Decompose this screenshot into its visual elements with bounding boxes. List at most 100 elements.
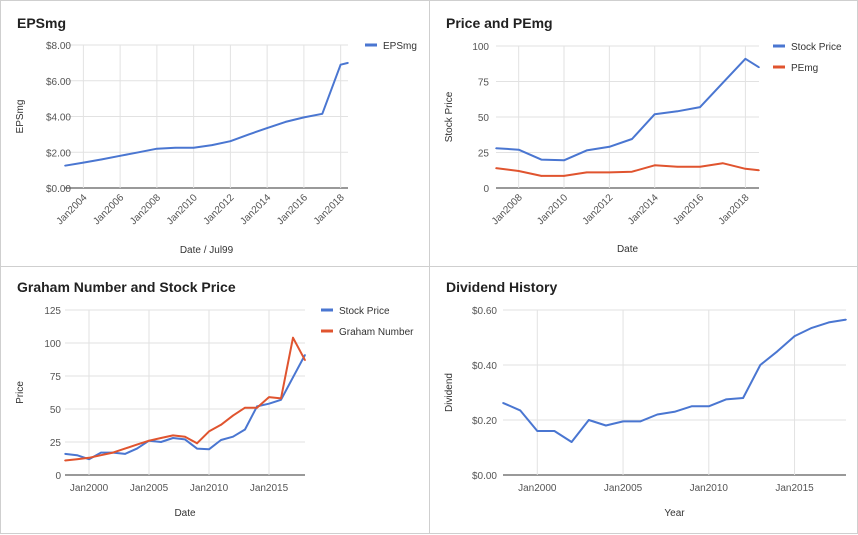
y-tick-label: 50 bbox=[50, 405, 62, 416]
y-tick-label: $0.60 bbox=[472, 306, 497, 317]
data-point bbox=[517, 170, 520, 172]
chart-panel-price-pemg: Price and PEmg 0 25 50 75 100 Jan2008 Jan2010 Ja… bbox=[429, 0, 858, 267]
y-tick-label: 25 bbox=[478, 149, 490, 160]
data-point bbox=[124, 453, 126, 455]
x-tick-label: Jan2010 bbox=[165, 192, 200, 227]
y-tick-label: 0 bbox=[483, 184, 489, 195]
y-axis-label: EPSmg bbox=[15, 100, 26, 134]
series-line-0 bbox=[495, 57, 760, 162]
data-point bbox=[742, 397, 744, 399]
data-point bbox=[280, 397, 282, 400]
y-tick-label: 50 bbox=[478, 113, 490, 124]
chart-dividend-history: Dividend History $0.00 $0.20 $0.40 $0.60 Jan2… bbox=[444, 279, 847, 519]
data-point bbox=[136, 443, 138, 446]
y-tick-label: 0 bbox=[55, 471, 61, 482]
data-point bbox=[725, 398, 727, 401]
data-point bbox=[536, 430, 539, 432]
data-point bbox=[211, 144, 213, 146]
data-point bbox=[244, 406, 246, 409]
data-point bbox=[622, 420, 624, 423]
x-tick-label: Jan2005 bbox=[604, 483, 643, 494]
x-tick-label: Jan2012 bbox=[202, 192, 237, 227]
x-tick-label: Jan2004 bbox=[55, 192, 90, 227]
x-tick-label: Jan2000 bbox=[70, 483, 109, 494]
chart-title: Graham Number and Stock Price bbox=[17, 279, 236, 295]
chart-panel-dividend: Dividend History $0.00 $0.20 $0.40 $0.60 Jan2… bbox=[429, 266, 858, 534]
data-point bbox=[502, 402, 504, 404]
data-point bbox=[605, 424, 607, 427]
y-tick-label: 75 bbox=[478, 78, 490, 89]
y-tick-label: $6.00 bbox=[46, 77, 71, 88]
data-point bbox=[810, 327, 813, 329]
chart-panel-epsmg: EPSmg $0.00 $2.00 $4.00 $6.00 $8.00 Jan2004 Jan… bbox=[0, 0, 430, 267]
x-tick-label: Jan2005 bbox=[130, 483, 169, 494]
y-axis-label: Dividend bbox=[444, 373, 455, 412]
x-tick-label: Jan2018 bbox=[717, 192, 752, 227]
data-point bbox=[119, 155, 121, 157]
data-point bbox=[676, 165, 679, 168]
data-point bbox=[220, 439, 222, 441]
x-tick-label: Jan2000 bbox=[518, 483, 557, 494]
data-point bbox=[656, 413, 659, 416]
data-point bbox=[184, 438, 186, 441]
data-point bbox=[232, 435, 234, 438]
data-point bbox=[793, 335, 796, 337]
data-point bbox=[304, 354, 306, 356]
y-tick-label: 75 bbox=[50, 372, 62, 383]
data-point bbox=[64, 459, 66, 462]
data-point bbox=[304, 359, 306, 361]
data-point bbox=[758, 169, 760, 172]
data-point bbox=[321, 113, 324, 115]
y-tick-label: $4.00 bbox=[46, 113, 71, 124]
data-point bbox=[100, 451, 102, 454]
data-point bbox=[266, 127, 268, 129]
data-point bbox=[347, 62, 349, 64]
y-tick-label: $8.00 bbox=[46, 41, 71, 52]
data-point bbox=[172, 437, 174, 439]
data-point bbox=[64, 453, 66, 455]
data-point bbox=[232, 414, 234, 417]
y-tick-label: $0.20 bbox=[472, 416, 497, 427]
legend-label: Graham Number bbox=[339, 327, 414, 338]
data-point bbox=[88, 457, 90, 459]
x-tick-label: Jan2010 bbox=[535, 192, 570, 227]
data-point bbox=[136, 447, 138, 450]
data-point bbox=[64, 164, 66, 167]
data-point bbox=[82, 161, 85, 164]
data-point bbox=[229, 140, 232, 142]
data-point bbox=[192, 146, 195, 149]
legend-label: PEmg bbox=[791, 63, 818, 74]
data-point bbox=[292, 376, 294, 379]
data-point bbox=[699, 106, 701, 108]
legend-label: Stock Price bbox=[791, 42, 842, 53]
data-point bbox=[220, 424, 222, 426]
data-point bbox=[744, 168, 747, 170]
data-point bbox=[845, 318, 847, 321]
x-tick-label: Jan2015 bbox=[250, 483, 289, 494]
data-point bbox=[495, 167, 497, 169]
data-point bbox=[339, 63, 342, 66]
legend-label: Stock Price bbox=[339, 306, 390, 317]
x-tick-label: Jan2018 bbox=[312, 192, 347, 227]
data-point bbox=[540, 175, 543, 177]
data-point bbox=[759, 364, 762, 366]
chart-price-pemg: Price and PEmg 0 25 50 75 100 Jan2008 Jan2010 Ja… bbox=[444, 15, 842, 255]
data-point bbox=[585, 149, 588, 152]
data-point bbox=[721, 162, 724, 164]
chart-title: EPSmg bbox=[17, 15, 66, 31]
y-axis-label: Price bbox=[15, 381, 26, 404]
data-point bbox=[653, 113, 656, 115]
legend-label: EPSmg bbox=[383, 41, 417, 52]
data-point bbox=[196, 442, 198, 445]
data-point bbox=[100, 454, 102, 456]
data-point bbox=[256, 406, 258, 409]
y-tick-label: $2.00 bbox=[46, 148, 71, 159]
x-tick-label: Jan2015 bbox=[775, 483, 814, 494]
x-axis-label: Year bbox=[664, 508, 685, 519]
y-tick-label: 100 bbox=[44, 339, 61, 350]
data-point bbox=[284, 121, 287, 123]
data-point bbox=[208, 448, 210, 451]
data-point bbox=[124, 447, 126, 450]
data-point bbox=[137, 151, 140, 154]
